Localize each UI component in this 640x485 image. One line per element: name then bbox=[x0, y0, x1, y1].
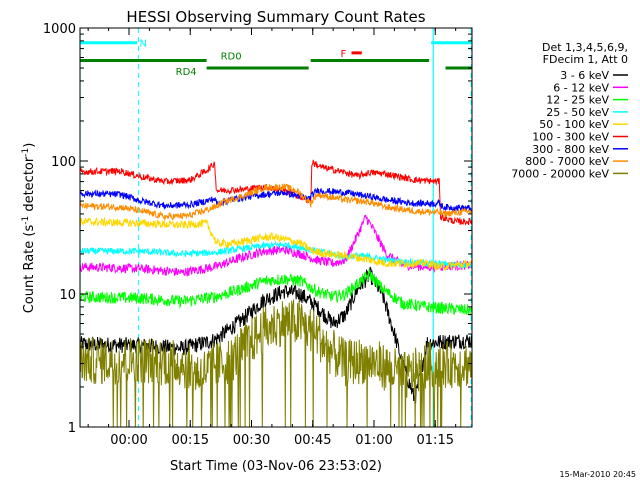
legend-label: 6 - 12 keV bbox=[553, 81, 609, 94]
plot-frame bbox=[79, 27, 473, 428]
legend-label: 25 - 50 keV bbox=[546, 106, 609, 119]
x-tick-label: 00:45 bbox=[294, 433, 331, 448]
x-tick-label: 01:00 bbox=[355, 433, 392, 448]
legend-label: 800 - 7000 keV bbox=[525, 155, 609, 168]
x-tick-label: 00:00 bbox=[110, 433, 147, 448]
legend-label: 100 - 300 keV bbox=[532, 131, 609, 144]
legend-label: 7000 - 20000 keV bbox=[511, 167, 609, 180]
x-axis-label: Start Time (03-Nov-06 23:53:02) bbox=[170, 459, 382, 474]
mode-label-rd4: RD4 bbox=[176, 67, 197, 78]
series-line bbox=[80, 183, 472, 222]
mode-label-n: N bbox=[140, 39, 147, 50]
legend-header-line: Det 1,3,4,5,6,9, bbox=[542, 41, 628, 54]
chart-title: HESSI Observing Summary Count Rates bbox=[126, 8, 425, 26]
legend-label: 3 - 6 keV bbox=[560, 69, 609, 82]
series-line bbox=[80, 299, 472, 427]
series-line bbox=[80, 187, 472, 213]
legend-header-line: FDecim 1, Att 0 bbox=[543, 53, 628, 66]
series-line bbox=[80, 216, 472, 272]
legend: Det 1,3,4,5,6,9,FDecim 1, Att 0 3 - 6 keV… bbox=[511, 41, 628, 180]
y-tick-label: 1 bbox=[68, 421, 76, 436]
axes-group: 00:00 00:15 00:30 00:45 01:00 01:15 1 10 100 1000 bbox=[43, 22, 472, 448]
x-tick-label: 00:30 bbox=[233, 433, 270, 448]
legend-label: 50 - 100 keV bbox=[539, 118, 609, 131]
observing-mode-bars bbox=[80, 28, 472, 427]
mode-label-rd0: RD0 bbox=[221, 51, 242, 62]
y-tick-label: 100 bbox=[51, 155, 76, 170]
y-axis-label: Count Rate (s-1 detector-1) bbox=[21, 143, 37, 314]
series-line bbox=[80, 159, 472, 226]
x-tick-label: 00:15 bbox=[172, 433, 209, 448]
mode-label-f: F bbox=[340, 49, 346, 60]
footer-timestamp: 15-Mar-2010 20:45 bbox=[560, 470, 637, 479]
series-line bbox=[80, 240, 472, 270]
y-tick-label: 10 bbox=[59, 288, 76, 303]
y-tick-label: 1000 bbox=[43, 22, 76, 37]
series-line bbox=[80, 268, 472, 316]
legend-label: 12 - 25 keV bbox=[546, 94, 609, 107]
series-group bbox=[80, 159, 472, 427]
x-tick-label: 01:15 bbox=[417, 433, 454, 448]
legend-label: 300 - 800 keV bbox=[532, 143, 609, 156]
